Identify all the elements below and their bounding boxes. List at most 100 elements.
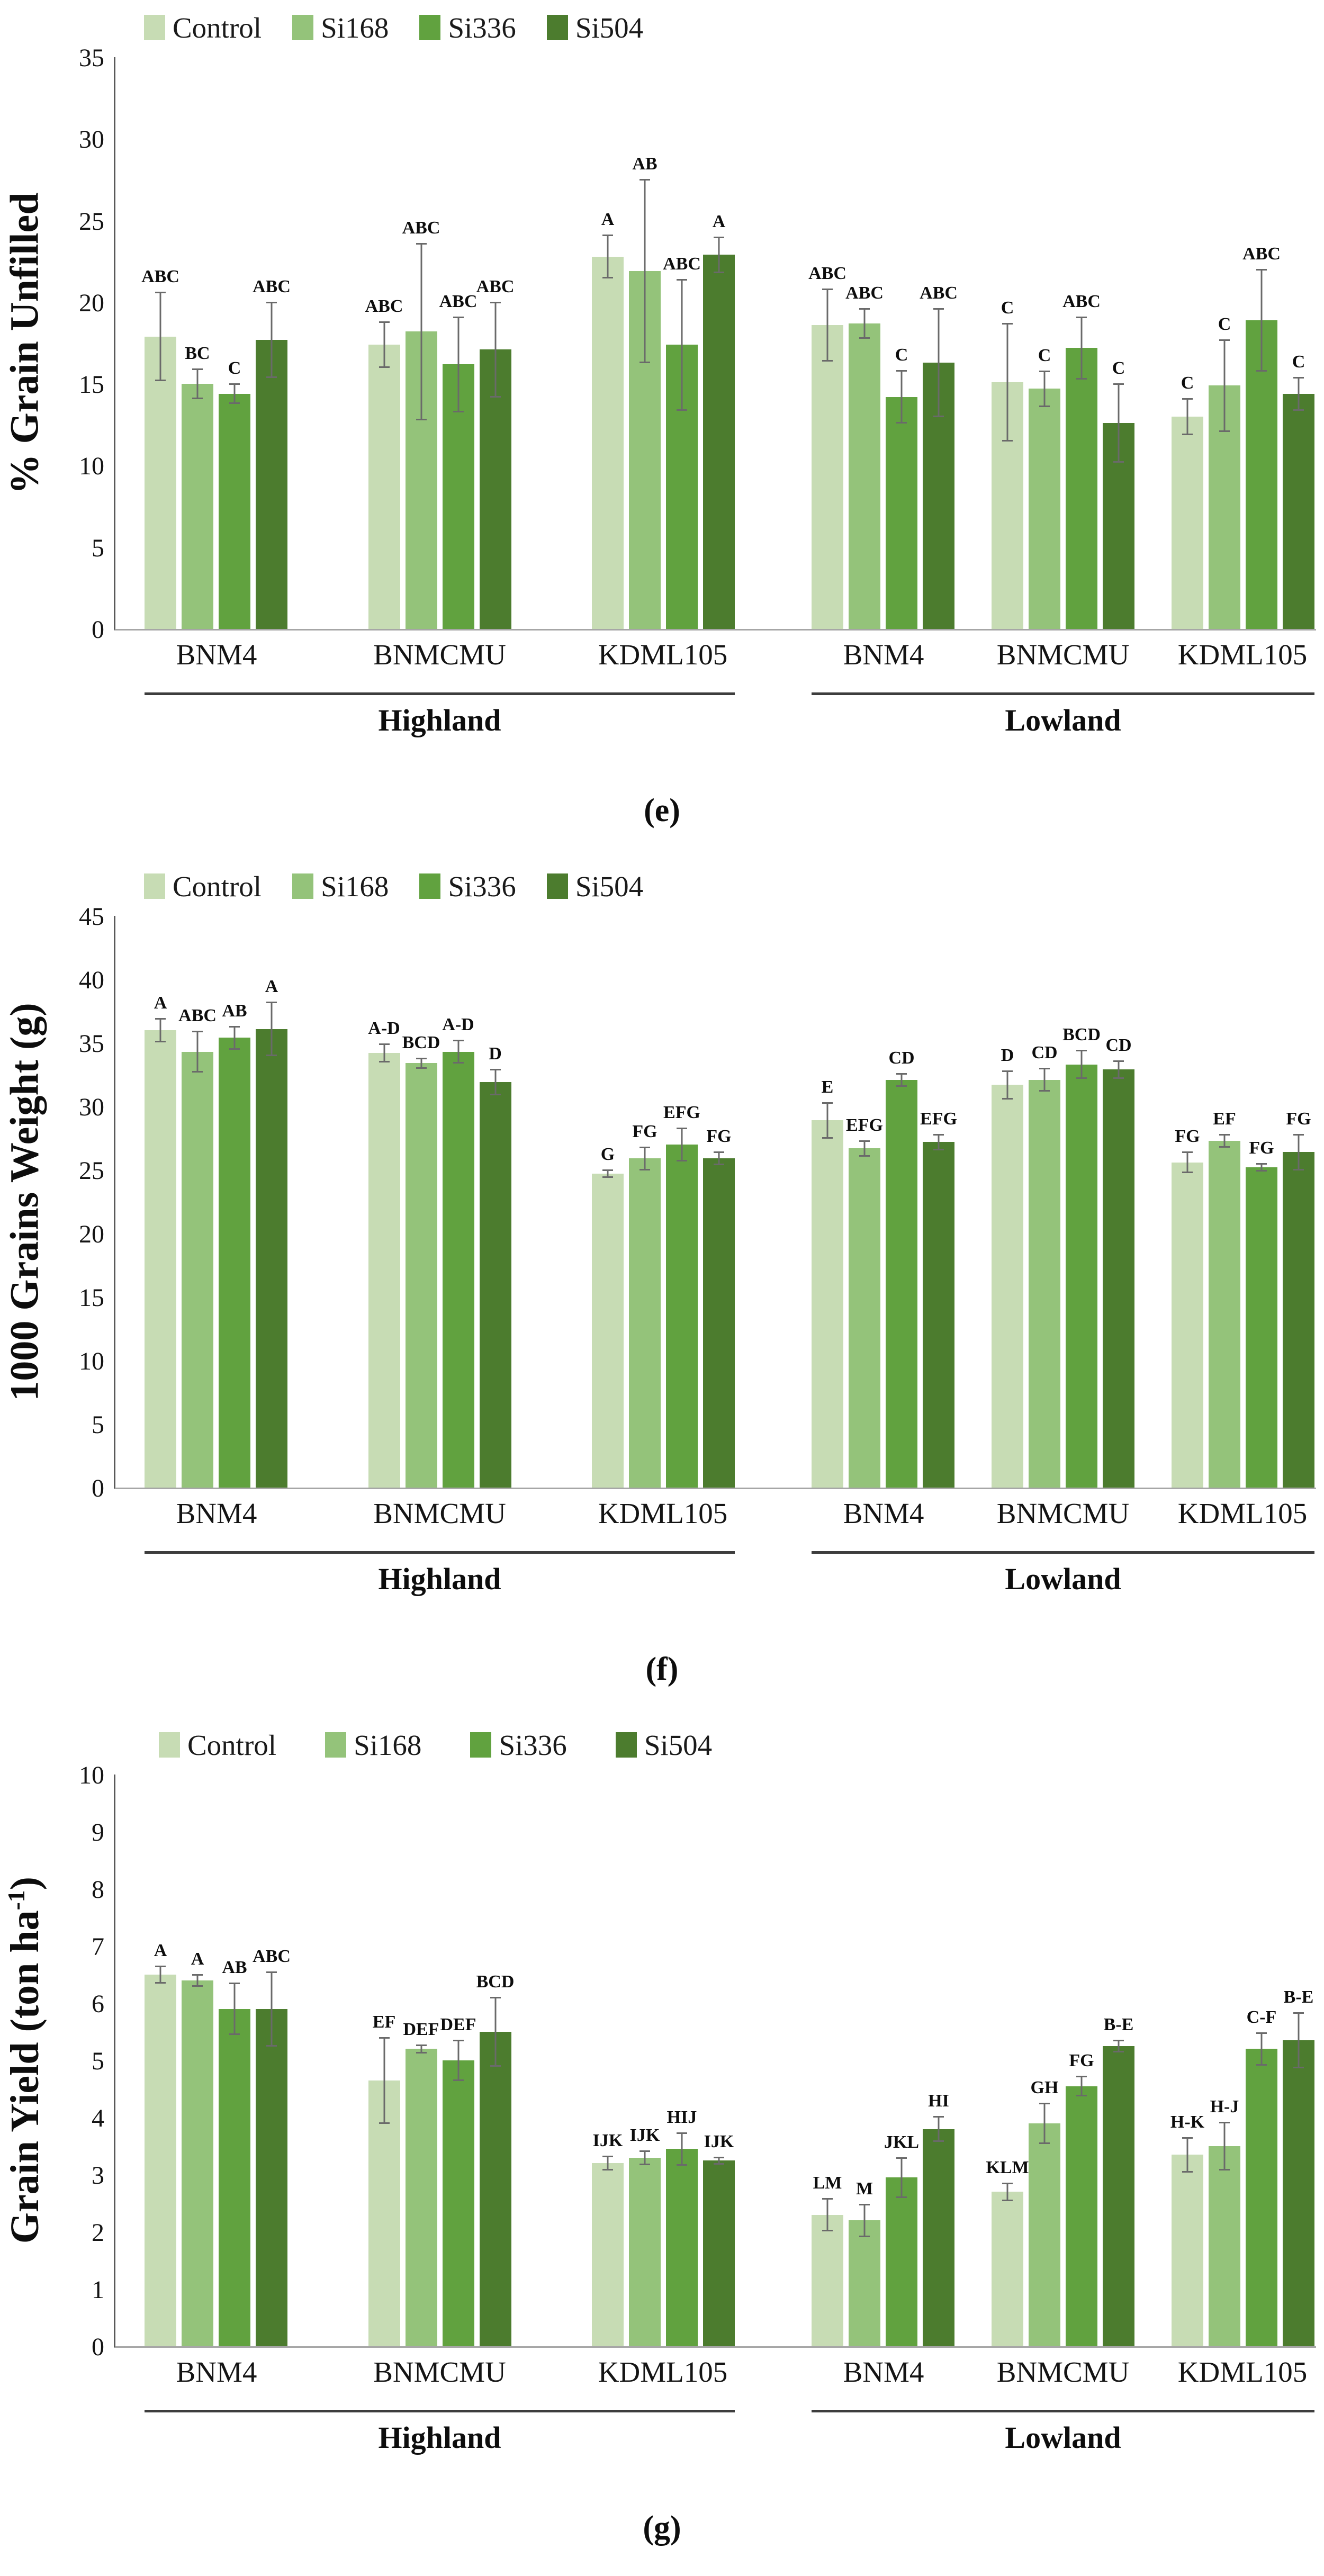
significance-label: IJK [592, 2131, 623, 2151]
error-bar [1080, 2076, 1083, 2096]
significance-label: ABC [365, 296, 403, 316]
error-bar [1298, 377, 1300, 410]
error-bar-cap-top [379, 321, 390, 323]
error-bar [607, 235, 609, 278]
error-bar-cap-bottom [896, 2196, 907, 2199]
error-bar-cap-bottom [266, 376, 277, 378]
error-bar-cap-top [1219, 2121, 1230, 2123]
error-bar [826, 2199, 828, 2231]
error-bar-cap-top [1002, 2183, 1013, 2185]
error-bar-cap-bottom [1293, 409, 1304, 411]
error-bar-cap-top [1293, 376, 1304, 379]
error-bar-cap-bottom [933, 415, 944, 417]
error-bar [863, 2204, 866, 2237]
y-tick-label: 0 [92, 2333, 104, 2361]
bar-control: ABC [365, 296, 403, 629]
bar-si504: A [256, 977, 287, 1488]
error-bar-cap-bottom [822, 2229, 833, 2231]
bar-cluster-kdml105: G FG EFG FG [592, 1103, 735, 1488]
significance-label: M [855, 2179, 873, 2199]
error-bar [1186, 2137, 1188, 2172]
significance-label: FG [1249, 1138, 1274, 1158]
y-tick-label: 1 [92, 2276, 104, 2304]
error-bar-cap-top [416, 242, 427, 245]
bar-si504: ABC [253, 1947, 291, 2346]
error-bar-cap-top [266, 301, 277, 303]
error-bar [1080, 317, 1083, 380]
error-bar-cap-top [192, 1974, 203, 1976]
error-bar-cap-bottom [229, 2033, 240, 2035]
bar-control: D [992, 1046, 1023, 1488]
error-bar [1043, 1068, 1046, 1092]
error-bar-cap-bottom [1293, 2067, 1304, 2068]
bar-si168: ABC [845, 283, 884, 629]
significance-label: A [191, 1949, 204, 1969]
error-bar-cap-bottom [677, 409, 687, 411]
bar-cluster-bnmcmu: ABC ABC ABC ABC [365, 218, 514, 629]
x-label-group-lowland: BNM4 BNMCMU KDML105 [812, 1497, 1314, 1530]
bar-si336: ABC [663, 254, 701, 629]
x-label-group-lowland: BNM4 BNMCMU KDML105 [812, 2355, 1314, 2389]
significance-label: ABC [808, 264, 846, 284]
error-bar [900, 1073, 903, 1086]
error-bar [159, 1966, 161, 1984]
error-bar [196, 369, 199, 399]
error-bar-cap-top [1182, 398, 1193, 400]
error-bar-cap-bottom [266, 1055, 277, 1056]
error-bar-cap-bottom [859, 337, 870, 339]
significance-label: JKL [884, 2132, 920, 2152]
error-bar-cap-top [416, 1057, 427, 1059]
error-bar-cap-top [453, 1040, 464, 1042]
y-tick-label: 5 [92, 1411, 104, 1439]
error-bar-cap-bottom [453, 2079, 464, 2081]
bar-cluster-bnmcmu: D CD BCD CD [992, 1025, 1134, 1488]
error-bar-cap-bottom [677, 2164, 687, 2166]
error-bar [196, 1975, 199, 1986]
x-category-label: KDML105 [1177, 1497, 1308, 1529]
y-tick-label: 2 [92, 2219, 104, 2247]
bar-si504: EFG [920, 1109, 957, 1488]
error-bar-cap-top [229, 383, 240, 385]
bar-si168: H-J [1209, 2097, 1240, 2346]
bar-group-lowland: LM M JKL HI KLM GH FG B-E H-K H-J C-F B-E [812, 1775, 1314, 2346]
error-bar-cap-bottom [822, 1137, 833, 1139]
bar-group-highland: A ABC AB A A-D BCD A-D D G FG EFG FG [145, 916, 735, 1488]
error-bar-cap-bottom [1113, 1077, 1124, 1079]
significance-label: H-K [1170, 2112, 1205, 2132]
significance-label: ABC [253, 1946, 291, 1966]
bar-group-lowland: E EFG CD EFG D CD BCD CD FG EF FG FG [812, 916, 1314, 1488]
significance-label: EFG [920, 1109, 957, 1129]
error-bar-cap-top [1039, 2103, 1050, 2105]
y-tick-label: 30 [79, 1093, 104, 1121]
legend: Control Si168 Si336 Si504 [0, 0, 1324, 57]
error-bar [494, 1997, 496, 2066]
location-group-lowland: Lowland [812, 2410, 1314, 2455]
y-tick-label: 8 [92, 1876, 104, 1904]
error-bar-cap-bottom [266, 2045, 277, 2047]
significance-label: ABC [920, 283, 958, 303]
bar-si336: CD [886, 1048, 917, 1488]
bar-control: ABC [141, 267, 179, 629]
y-axis-title-text: % Grain Unfilled [3, 192, 48, 494]
significance-label: C [228, 358, 241, 379]
y-tick-label: 7 [92, 1933, 104, 1961]
error-bar-cap-top [1293, 2012, 1304, 2014]
bar-si504: D [479, 1044, 511, 1488]
y-tick-label: 9 [92, 1818, 104, 1847]
error-bar-cap-bottom [859, 2235, 870, 2237]
error-bar-cap-top [859, 308, 870, 310]
error-bar-cap-bottom [379, 1061, 390, 1062]
bar-control: ABC [808, 264, 846, 629]
significance-label: B-E [1283, 1987, 1314, 2007]
legend-swatch-si168 [292, 15, 314, 40]
legend-item: Si336 [419, 870, 516, 903]
error-bar-cap-top [266, 1971, 277, 1973]
error-bar-cap-bottom [490, 1094, 501, 1096]
error-bar-cap-bottom [155, 1982, 166, 1984]
error-bar-cap-bottom [714, 1164, 724, 1166]
error-bar-cap-top [602, 2156, 613, 2158]
error-bar [383, 2037, 385, 2123]
error-bar-cap-bottom [229, 402, 240, 404]
plot-area: A ABC AB A A-D BCD A-D D G FG EFG FG E EFG CD EFG D CD BCD… [114, 916, 1316, 1489]
significance-label: A [154, 993, 167, 1013]
